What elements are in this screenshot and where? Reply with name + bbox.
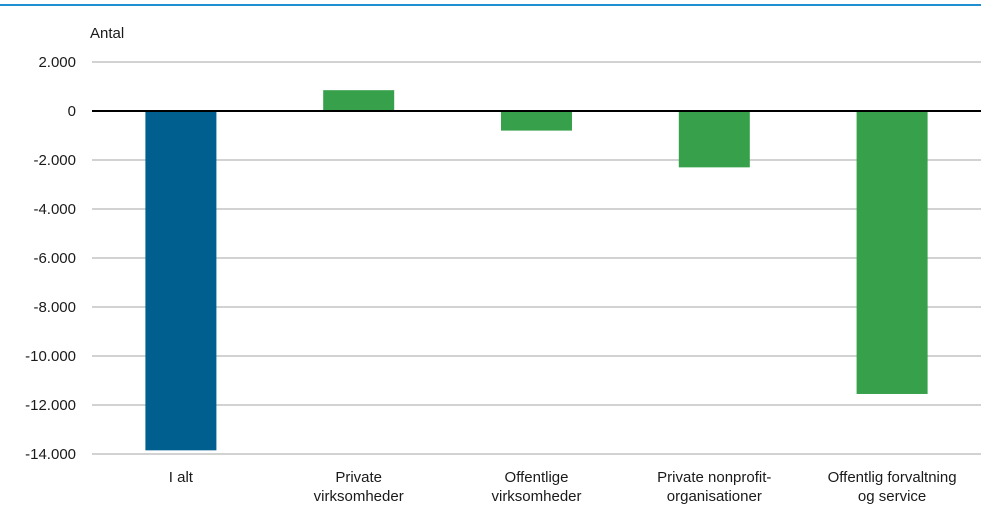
x-category-label: organisationer [667, 488, 762, 505]
y-tick-label: -4.000 [33, 201, 76, 218]
y-tick-label: 2.000 [38, 54, 76, 71]
x-category-label: virksomheder [491, 488, 581, 505]
x-category-label: virksomheder [314, 488, 404, 505]
y-tick-label: -14.000 [25, 446, 76, 463]
y-tick-label: -8.000 [33, 299, 76, 316]
x-axis-category-labels: I alt Private virksomheder Offentlige virkso… [169, 469, 957, 505]
x-category-label: I alt [169, 469, 194, 486]
y-tick-label: -10.000 [25, 348, 76, 365]
x-category-label: Offentlige [505, 469, 569, 486]
y-axis-unit-label: Antal [90, 25, 124, 42]
y-tick-label: 0 [68, 103, 76, 120]
x-category-label: Offentlig forvaltning [828, 469, 957, 486]
y-axis-tick-labels: 2.000 0 -2.000 -4.000 -6.000 -8.000 -10.000 -12… [25, 54, 76, 463]
bar [323, 90, 395, 111]
bar [678, 111, 750, 168]
bar [145, 111, 217, 451]
y-tick-label: -2.000 [33, 152, 76, 169]
bar [856, 111, 928, 394]
bars [145, 90, 928, 451]
x-category-label: Private nonprofit- [657, 469, 771, 486]
gridlines [92, 61, 981, 455]
y-tick-label: -6.000 [33, 250, 76, 267]
bar [501, 111, 572, 131]
x-category-label: Private [335, 469, 382, 486]
y-tick-label: -12.000 [25, 397, 76, 414]
x-category-label: og service [858, 488, 926, 505]
